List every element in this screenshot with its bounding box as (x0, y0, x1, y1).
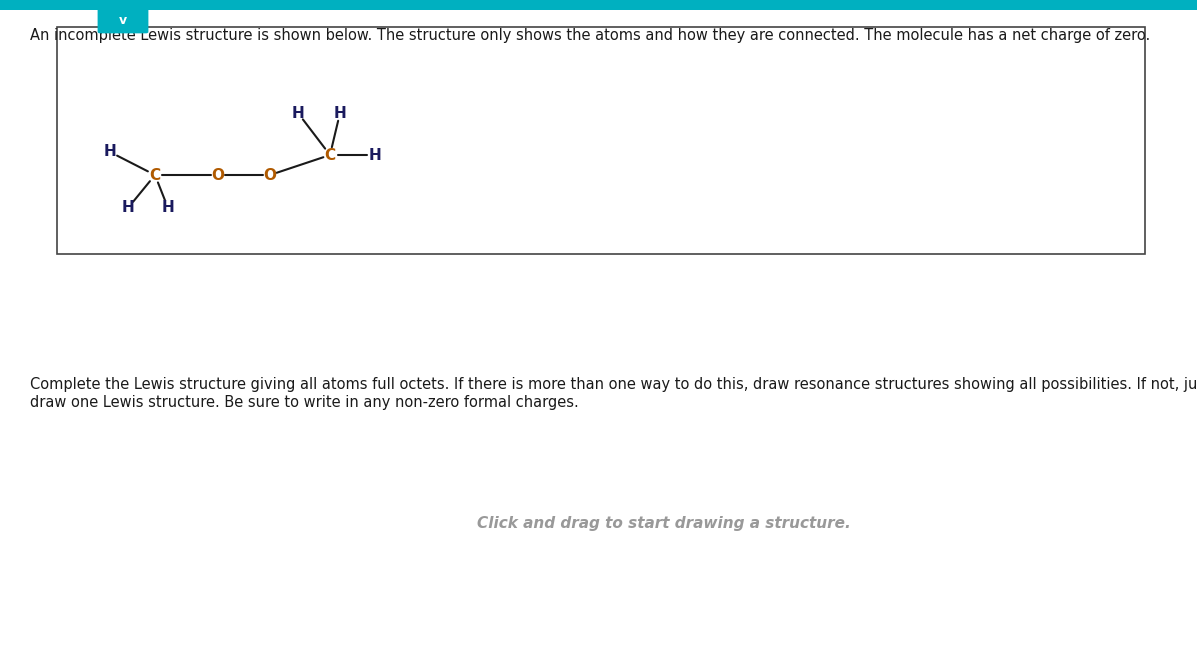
Text: C: C (150, 168, 160, 183)
Text: v: v (119, 15, 127, 28)
Bar (0, 0, 1197, 10)
Text: Click and drag to start drawing a structure.: Click and drag to start drawing a struct… (478, 516, 851, 531)
Text: An incomplete Lewis structure is shown below. The structure only shows the atoms: An incomplete Lewis structure is shown b… (30, 28, 1150, 43)
Text: H: H (104, 144, 116, 160)
Text: Complete the Lewis structure giving all atoms full octets. If there is more than: Complete the Lewis structure giving all … (30, 377, 1197, 392)
Text: draw one Lewis structure. Be sure to write in any non-zero formal charges.: draw one Lewis structure. Be sure to wri… (30, 395, 578, 409)
Text: H: H (122, 201, 134, 215)
Text: C: C (324, 148, 335, 162)
Text: O: O (212, 168, 225, 183)
Text: H: H (162, 201, 175, 215)
Text: O: O (263, 168, 277, 183)
Text: H: H (292, 105, 304, 121)
Bar (57, 27, 1146, 254)
Text: H: H (334, 105, 346, 121)
FancyBboxPatch shape (98, 9, 148, 34)
Text: H: H (369, 148, 382, 162)
